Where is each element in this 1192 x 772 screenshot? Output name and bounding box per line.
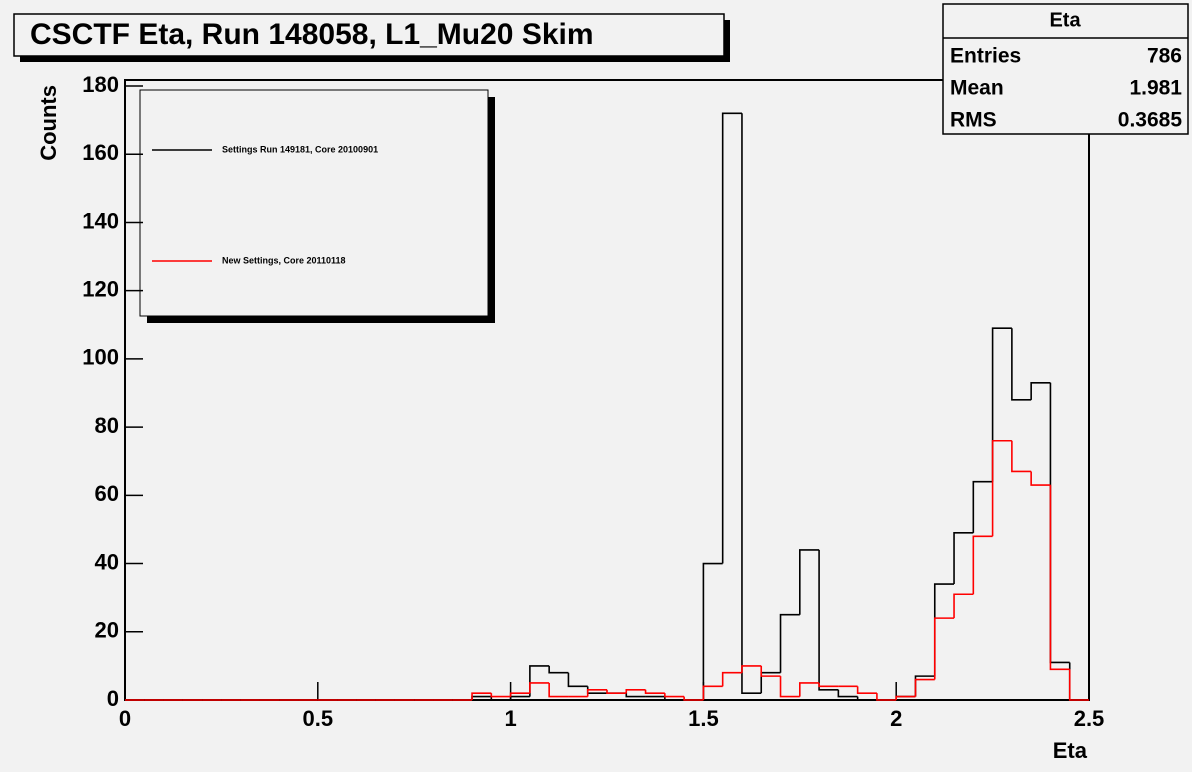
histogram-bin — [799, 549, 820, 615]
histogram-bin — [856, 696, 877, 701]
title-box — [13, 13, 725, 57]
histogram-bin — [895, 695, 916, 700]
histogram-bin — [818, 549, 839, 691]
histogram-bin — [818, 682, 839, 688]
histogram-bin — [702, 562, 723, 700]
y-tick-label: 40 — [95, 549, 119, 574]
x-tick-label: 1 — [504, 706, 516, 731]
histogram-bin — [1030, 471, 1051, 486]
stats-box — [942, 3, 1189, 135]
histogram-bin — [490, 693, 511, 698]
histogram-bin — [741, 113, 762, 694]
histogram-bin — [1011, 440, 1032, 473]
histogram-bin — [876, 693, 897, 701]
histogram-bin — [837, 689, 858, 698]
legend-label: New Settings, Core 20110118 — [222, 255, 346, 265]
stats-label: Mean — [950, 77, 1004, 100]
histogram-bin — [1068, 669, 1089, 701]
histogram-bin — [856, 686, 877, 694]
x-tick-label: 0.5 — [303, 706, 334, 731]
stats-value: 1.981 — [1129, 77, 1182, 100]
histogram-bin — [1049, 485, 1070, 671]
y-tick-label: 20 — [95, 618, 119, 643]
histogram-bin — [721, 112, 742, 564]
y-tick-label: 120 — [82, 276, 119, 301]
histogram-bin — [799, 682, 820, 697]
y-tick-label: 160 — [82, 140, 119, 165]
y-tick-label: 140 — [82, 208, 119, 233]
y-tick-label: 0 — [107, 686, 119, 711]
histogram-bin — [471, 692, 492, 700]
histogram-bin — [779, 613, 800, 673]
histogram-bin — [721, 671, 742, 687]
x-tick-label: 2.5 — [1074, 706, 1105, 731]
stats-title: Eta — [1049, 9, 1081, 31]
x-tick-label: 1.5 — [688, 706, 719, 731]
chart-title: CSCTF Eta, Run 148058, L1_Mu20 Skim — [30, 18, 594, 51]
x-tick-label: 0 — [119, 706, 131, 731]
histogram-bin — [760, 665, 781, 677]
histogram-bin — [702, 685, 723, 700]
y-tick-label: 180 — [82, 72, 119, 97]
stats-value: 0.3685 — [1118, 109, 1183, 132]
histogram-bin — [644, 689, 665, 694]
histogram-bin — [1011, 328, 1032, 401]
x-tick-label: 2 — [890, 706, 902, 731]
legend-box — [139, 89, 489, 317]
histogram-bin — [741, 665, 762, 673]
histogram-bin — [548, 682, 569, 698]
y-axis-label: Counts — [36, 85, 61, 161]
histogram-bin — [991, 327, 1012, 482]
histogram-bin — [625, 693, 646, 698]
histogram-bin — [567, 672, 588, 688]
legend-label: Settings Run 149181, Core 20100901 — [222, 144, 378, 154]
histogram-bin — [625, 688, 646, 694]
histogram-bin — [664, 696, 685, 701]
histogram-bin — [972, 535, 993, 595]
histogram-bin — [548, 665, 569, 674]
x-axis-label: Eta — [1053, 738, 1088, 763]
histogram-bin — [606, 689, 627, 694]
histogram-bin — [1030, 381, 1051, 400]
y-tick-label: 80 — [95, 413, 119, 438]
histogram-bin — [933, 617, 955, 680]
histogram-bin — [490, 696, 511, 701]
stats-value: 786 — [1147, 45, 1182, 68]
stats-label: RMS — [950, 109, 997, 132]
histogram-bin — [664, 693, 685, 698]
histogram-bin — [779, 676, 800, 698]
histogram-bin — [914, 678, 935, 697]
histogram-bin — [972, 480, 993, 533]
histogram-bin — [953, 532, 974, 585]
y-tick-label: 100 — [82, 345, 119, 370]
histogram-bin — [953, 593, 974, 619]
histogram-bin — [586, 688, 607, 697]
histogram-bin — [683, 696, 704, 701]
histogram-bin — [529, 682, 550, 694]
y-tick-label: 60 — [95, 481, 119, 506]
stats-label: Entries — [950, 45, 1021, 68]
histogram-bin — [991, 439, 1012, 537]
histogram-bin — [509, 692, 530, 697]
